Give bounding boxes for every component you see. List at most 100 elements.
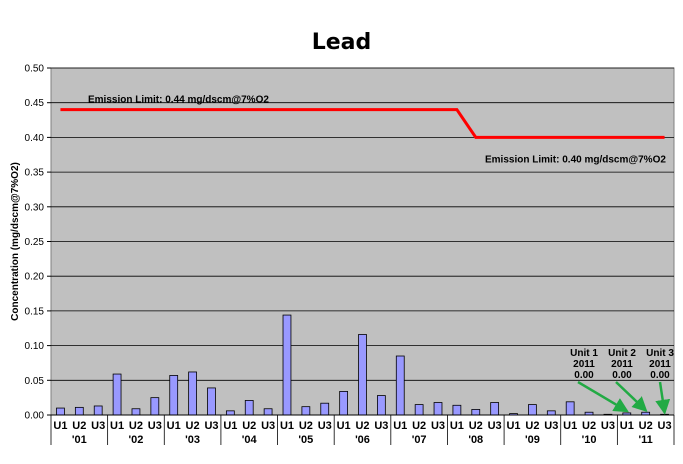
annotation-label: 2011	[611, 359, 633, 370]
y-tick-label: 0.30	[25, 202, 45, 213]
x-group-label: '07	[412, 434, 427, 446]
x-tick-label: U3	[658, 420, 672, 432]
bar	[528, 404, 537, 416]
y-tick-label: 0.35	[25, 168, 45, 179]
x-tick-label: U1	[337, 420, 351, 432]
x-tick-label: U2	[469, 420, 483, 432]
y-tick-label: 0.40	[25, 133, 45, 144]
x-tick-label: U3	[488, 420, 502, 432]
y-tick-label: 0.20	[25, 272, 45, 283]
x-tick-label: U3	[544, 420, 558, 432]
bar	[112, 373, 122, 416]
bar	[74, 406, 84, 416]
bar	[301, 406, 311, 416]
x-tick-label: U3	[91, 420, 105, 432]
x-tick-label: U2	[525, 420, 539, 432]
y-axis-label: Concentration (mg/dscm@7%O2)	[10, 162, 21, 321]
bar	[339, 391, 348, 416]
x-tick-label: U2	[412, 420, 426, 432]
x-tick-label: U2	[582, 420, 596, 432]
bar	[414, 404, 424, 416]
x-tick-label: U3	[204, 420, 218, 432]
annotation-arrow	[655, 381, 671, 415]
x-tick-label: U1	[450, 420, 464, 432]
x-group-label: '05	[298, 434, 313, 446]
y-tick-label: 0.00	[25, 411, 45, 422]
bar	[358, 334, 367, 416]
bar	[244, 400, 254, 416]
x-tick-label: U2	[355, 420, 369, 432]
annotation-label: 2011	[649, 359, 671, 370]
bar	[546, 410, 556, 416]
x-tick-label: U2	[242, 420, 256, 432]
bar	[225, 410, 235, 416]
x-tick-label: U3	[431, 420, 445, 432]
bar	[320, 402, 330, 416]
bar	[377, 395, 386, 416]
x-tick-label: U1	[280, 420, 294, 432]
x-tick-label: U1	[110, 420, 124, 432]
x-tick-label: U1	[393, 420, 407, 432]
x-group-label: '08	[468, 434, 483, 446]
annotation-label: 0.00	[612, 370, 632, 381]
bar	[93, 405, 103, 416]
bar	[188, 371, 197, 416]
y-tick-label: 0.10	[25, 341, 45, 352]
annotation-arrow	[615, 381, 648, 412]
bar	[433, 402, 443, 416]
x-tick-label: U1	[563, 420, 577, 432]
x-group-label: '09	[525, 434, 540, 446]
annotation-label: 0.00	[650, 370, 670, 381]
bar	[452, 404, 462, 416]
bar	[263, 408, 273, 416]
x-group-label: '01	[72, 434, 87, 446]
bar	[282, 314, 292, 416]
annotation-label: 0.00	[574, 370, 594, 381]
x-tick-label: U1	[167, 420, 181, 432]
x-tick-label: U2	[72, 420, 86, 432]
y-tick-label: 0.15	[25, 306, 45, 317]
x-group-label: '10	[582, 434, 597, 446]
x-tick-label: U1	[506, 420, 520, 432]
x-tick-label: U3	[148, 420, 162, 432]
x-tick-label: U3	[601, 420, 615, 432]
x-tick-label: U3	[374, 420, 388, 432]
x-group-label: '04	[242, 434, 258, 446]
y-tick-label: 0.50	[25, 64, 45, 75]
bar	[56, 407, 65, 416]
x-tick-label: U2	[186, 420, 200, 432]
x-tick-label: U2	[299, 420, 313, 432]
x-group-label: '06	[355, 434, 370, 446]
bar	[169, 375, 179, 416]
chart-title: Lead	[311, 30, 372, 55]
x-tick-label: U3	[261, 420, 275, 432]
bar	[131, 408, 141, 416]
annotation-label: Unit 1	[570, 348, 598, 359]
emission-limit-line	[60, 108, 665, 139]
x-tick-label: U1	[223, 420, 237, 432]
y-tick-label: 0.05	[25, 376, 45, 387]
annotation-arrow	[577, 380, 629, 413]
x-group-label: '11	[639, 434, 653, 446]
bar	[150, 397, 160, 416]
emission-limit-label-1: Emission Limit: 0.44 mg/dscm@7%O2	[88, 95, 269, 106]
emission-limit-label-2: Emission Limit: 0.40 mg/dscm@7%O2	[485, 154, 666, 165]
x-tick-label: U1	[53, 420, 67, 432]
y-tick-label: 0.45	[25, 98, 45, 109]
x-group-label: '03	[185, 434, 200, 446]
x-tick-label: U2	[639, 420, 653, 432]
x-tick-label: U2	[129, 420, 143, 432]
x-tick-label: U1	[620, 420, 634, 432]
bar	[207, 387, 216, 416]
annotation-label: Unit 2	[608, 348, 636, 359]
y-tick-label: 0.25	[25, 237, 45, 248]
bar	[565, 401, 575, 416]
bar	[471, 409, 481, 416]
x-group-label: '02	[129, 434, 144, 446]
x-tick-label: U3	[318, 420, 332, 432]
annotation-label: 2011	[573, 359, 595, 370]
annotation-label: Unit 3	[646, 348, 674, 359]
bar	[395, 355, 405, 416]
